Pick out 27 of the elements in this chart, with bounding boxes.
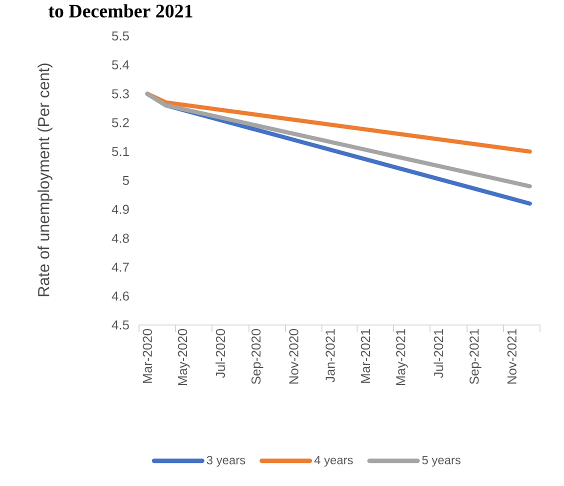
legend-label: 3 years — [206, 456, 246, 467]
x-tick-label: Nov-2020 — [289, 329, 298, 384]
y-tick-label: 5.2 — [112, 118, 129, 128]
legend-label: 4 years — [314, 456, 353, 467]
y-tick-label: 4.8 — [112, 234, 129, 243]
y-tick-label: 5.5 — [112, 31, 129, 41]
x-tick-label: Mar-2020 — [142, 329, 152, 383]
legend-label: 5 years — [422, 456, 461, 467]
x-tick-label: Mar-2021 — [360, 329, 370, 383]
x-tick-label: Sep-2021 — [470, 329, 482, 384]
chart-title: to December 2021 — [48, 4, 192, 18]
y-tick-label: 5.4 — [112, 60, 130, 70]
x-tick-label: May-2020 — [178, 329, 190, 386]
y-tick-label: 5 — [122, 176, 129, 186]
x-tick-label: Jul-2021 — [434, 329, 444, 378]
y-tick-label: 4.5 — [112, 320, 129, 330]
x-tick-label: Nov-2021 — [507, 329, 516, 384]
x-tick-label: Jan-2021 — [326, 329, 335, 382]
y-tick-label: 5.3 — [112, 89, 129, 98]
y-tick-label: 4.9 — [112, 204, 129, 214]
y-tick-label: 5.1 — [112, 147, 129, 156]
y-axis-title: Rate of unemployment (Per cent) — [38, 64, 52, 296]
x-tick-label: Jul-2020 — [216, 329, 226, 378]
y-tick-label: 4.6 — [112, 292, 129, 301]
x-tick-label: Sep-2020 — [251, 329, 264, 384]
x-tick-label: May-2021 — [396, 329, 408, 386]
y-tick-label: 4.7 — [112, 262, 129, 272]
